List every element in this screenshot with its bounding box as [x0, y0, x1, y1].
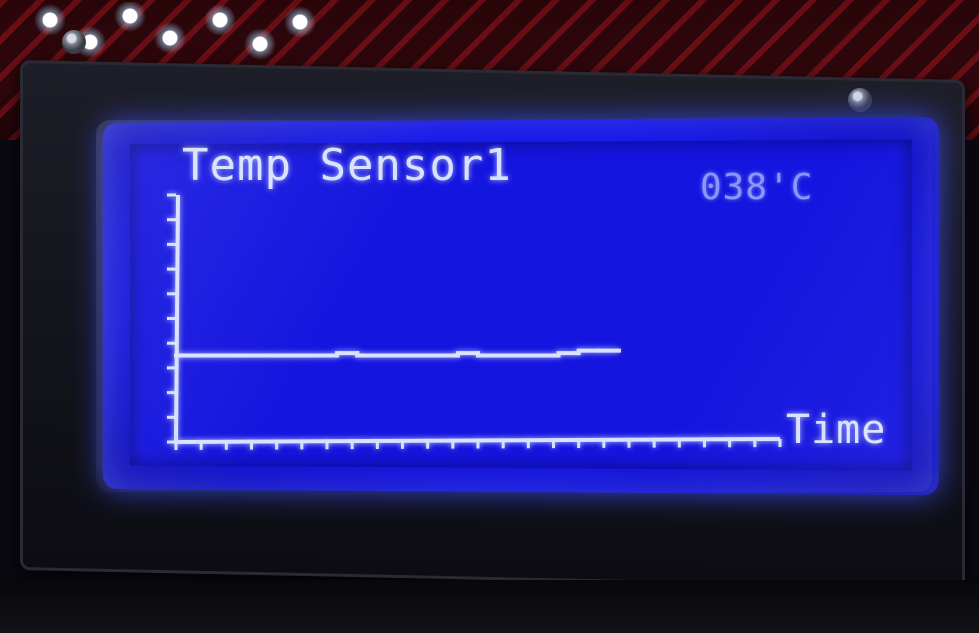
data-point: [617, 349, 621, 353]
data-point: [416, 354, 420, 358]
data-point: [255, 354, 259, 358]
data-point: [597, 349, 601, 353]
data-point: [194, 354, 198, 358]
data-point: [275, 354, 279, 358]
enclosure-bottom: [0, 580, 979, 633]
data-point: [295, 354, 299, 358]
data-point: [516, 354, 520, 358]
data-point: [355, 351, 359, 355]
data-point: [496, 354, 500, 358]
data-point: [395, 354, 399, 358]
data-point: [214, 354, 218, 358]
data-point: [456, 354, 460, 358]
data-point: [234, 354, 238, 358]
data-point: [557, 354, 561, 358]
data-point: [174, 354, 178, 358]
sensor-title: Temp Sensor1: [182, 144, 512, 188]
data-point: [476, 351, 480, 355]
data-point: [436, 354, 440, 358]
data-point: [335, 354, 339, 358]
data-point: [315, 354, 319, 358]
data-point: [536, 354, 540, 358]
temperature-reading: 038'C: [700, 170, 813, 206]
y-axis: [176, 195, 178, 442]
x-axis-label: Time: [786, 410, 886, 450]
data-point: [577, 351, 581, 355]
data-point: [375, 354, 379, 358]
